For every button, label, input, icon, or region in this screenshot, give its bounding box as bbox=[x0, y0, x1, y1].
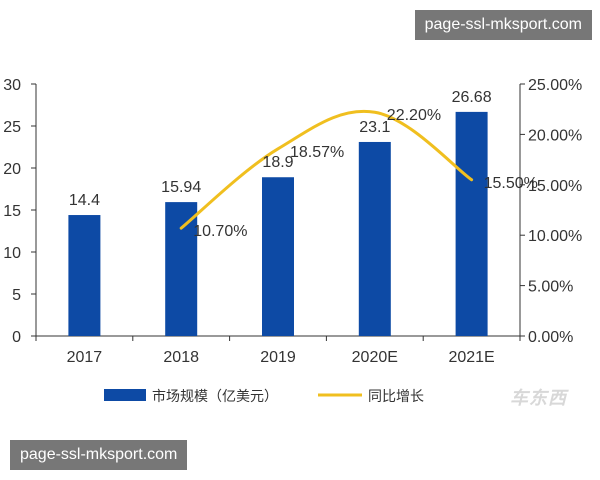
x-tick-label: 2021E bbox=[448, 349, 494, 366]
bar bbox=[68, 215, 101, 336]
line-value-label: 15.50% bbox=[484, 175, 538, 192]
y-left-tick-label: 30 bbox=[3, 77, 21, 94]
x-tick-label: 2020E bbox=[352, 349, 398, 366]
line-value-label: 10.70% bbox=[193, 223, 247, 240]
x-tick-label: 2018 bbox=[163, 349, 199, 366]
y-right-tick-label: 0.00% bbox=[528, 329, 573, 346]
line-value-label: 22.20% bbox=[387, 107, 441, 124]
y-left-tick-label: 15 bbox=[3, 203, 21, 220]
y-left-tick-label: 5 bbox=[12, 287, 21, 304]
y-right-tick-label: 15.00% bbox=[528, 178, 582, 195]
legend-bar-swatch bbox=[104, 389, 146, 401]
y-left-tick-label: 10 bbox=[3, 245, 21, 262]
y-right-tick-label: 20.00% bbox=[528, 127, 582, 144]
bar-value-label: 15.94 bbox=[161, 179, 201, 196]
watermark-top: page-ssl-mksport.com bbox=[414, 10, 592, 40]
bar bbox=[455, 111, 488, 336]
bar-value-label: 23.1 bbox=[359, 119, 390, 136]
y-right-tick-label: 10.00% bbox=[528, 228, 582, 245]
logo-watermark: 车东西 bbox=[510, 388, 567, 409]
line-value-label: 18.57% bbox=[290, 144, 344, 161]
bar bbox=[358, 141, 391, 336]
growth-line bbox=[179, 109, 474, 230]
y-left-tick-label: 20 bbox=[3, 161, 21, 178]
y-right-tick-label: 25.00% bbox=[528, 77, 582, 94]
y-right-tick-label: 5.00% bbox=[528, 279, 573, 296]
y-left-tick-label: 0 bbox=[12, 329, 21, 346]
bar-value-label: 26.68 bbox=[452, 89, 492, 106]
x-tick-label: 2019 bbox=[260, 349, 296, 366]
y-left-tick-label: 25 bbox=[3, 119, 21, 136]
legend-line-label: 同比增长 bbox=[368, 389, 424, 405]
x-tick-label: 2017 bbox=[67, 349, 103, 366]
bar-value-label: 14.4 bbox=[69, 192, 100, 209]
bar bbox=[262, 177, 294, 336]
bar bbox=[165, 202, 198, 336]
watermark-bottom: page-ssl-mksport.com bbox=[10, 440, 188, 470]
bar-value-label: 18.9 bbox=[262, 154, 293, 171]
legend-bar-label: 市场规模（亿美元） bbox=[152, 388, 278, 405]
